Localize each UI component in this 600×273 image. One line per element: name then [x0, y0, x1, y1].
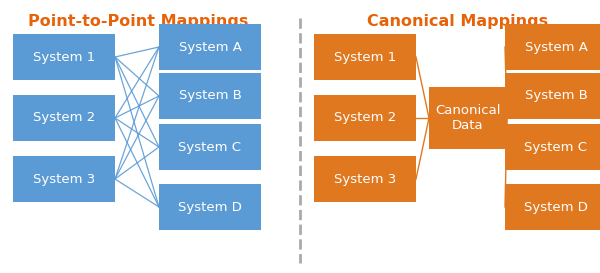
FancyBboxPatch shape [505, 24, 600, 70]
Text: Point-to-Point Mappings: Point-to-Point Mappings [28, 14, 248, 29]
Text: System C: System C [524, 141, 587, 153]
FancyBboxPatch shape [314, 34, 416, 80]
Text: System 1: System 1 [334, 51, 396, 64]
FancyBboxPatch shape [314, 95, 416, 141]
FancyBboxPatch shape [159, 73, 261, 119]
FancyBboxPatch shape [159, 24, 261, 70]
FancyBboxPatch shape [13, 156, 115, 202]
Text: System D: System D [524, 200, 588, 213]
FancyBboxPatch shape [505, 124, 600, 170]
Text: System A: System A [524, 40, 587, 54]
Text: System 3: System 3 [334, 173, 396, 185]
Text: System B: System B [524, 90, 587, 102]
FancyBboxPatch shape [505, 184, 600, 230]
FancyBboxPatch shape [429, 87, 507, 149]
FancyBboxPatch shape [159, 124, 261, 170]
Text: System 2: System 2 [334, 111, 396, 124]
FancyBboxPatch shape [314, 156, 416, 202]
Text: System C: System C [179, 141, 241, 153]
Text: System 2: System 2 [33, 111, 95, 124]
FancyBboxPatch shape [505, 73, 600, 119]
FancyBboxPatch shape [13, 34, 115, 80]
Text: Canonical Mappings: Canonical Mappings [367, 14, 548, 29]
Text: System 3: System 3 [33, 173, 95, 185]
Text: System A: System A [179, 40, 241, 54]
Text: Canonical
Data: Canonical Data [435, 104, 501, 132]
Text: System B: System B [179, 90, 241, 102]
Text: System 1: System 1 [33, 51, 95, 64]
Text: System D: System D [178, 200, 242, 213]
FancyBboxPatch shape [13, 95, 115, 141]
FancyBboxPatch shape [159, 184, 261, 230]
